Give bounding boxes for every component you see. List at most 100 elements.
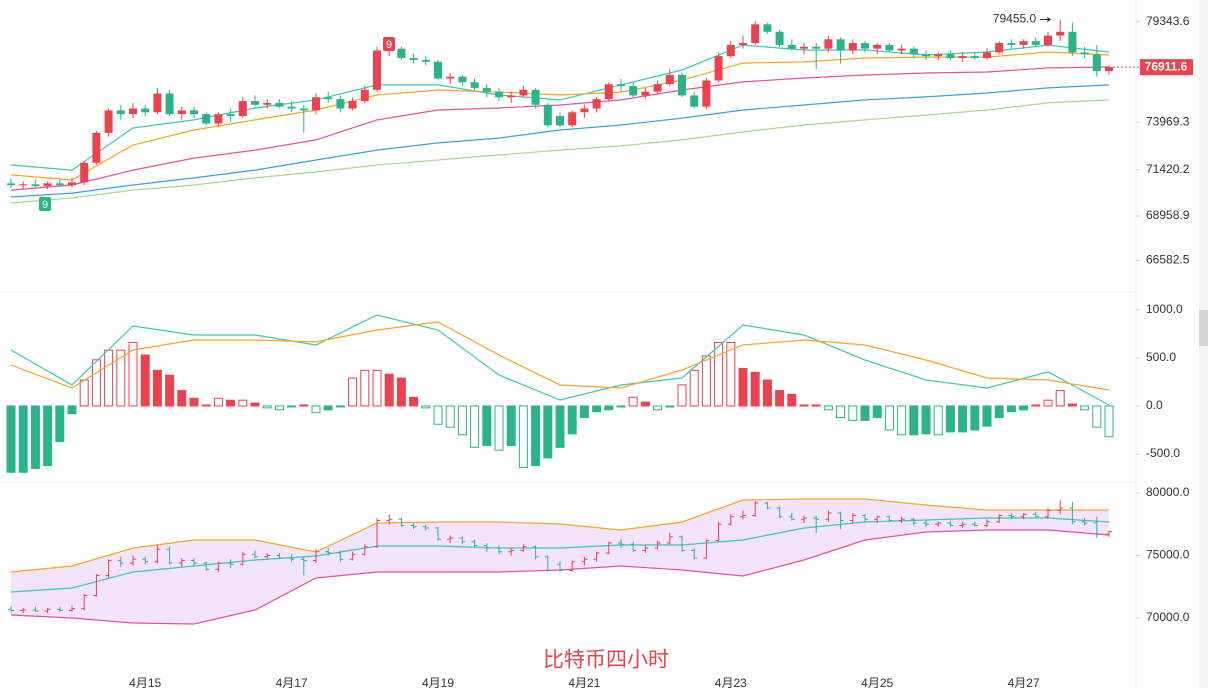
macd-bar [470,405,480,448]
x-tick-label: 4月23 [715,676,747,688]
candle-body [641,91,650,96]
indicator-line [10,498,1109,573]
candle-body [1007,43,1016,45]
candle-body [958,56,967,58]
y-tick-label: -500.0 [1146,446,1180,460]
candle-body [873,44,882,49]
macd-bar [762,379,772,407]
macd-bar [848,405,858,421]
macd-bar [1092,405,1102,428]
candle-body [238,101,247,116]
macd-bar [543,405,553,459]
candle-body [543,104,552,126]
candle-body [824,39,833,49]
indicator-line [10,517,1110,593]
y-tick-label: 71420.2 [1146,162,1190,176]
candle-body [7,183,15,186]
y-tick-label: 1000.0 [1146,302,1183,316]
candle-body [946,54,955,58]
macd-bar [616,405,626,408]
macd-bar [701,355,711,407]
macd-bar [884,405,894,431]
macd-bar [726,342,736,407]
x-tick-label: 4月21 [568,676,600,688]
macd-bar [55,405,65,443]
macd-bar [958,405,968,433]
x-tick-label: 4月27 [1008,676,1040,688]
candle-body [373,50,381,90]
macd-bar [165,374,175,407]
candle-body [751,24,760,44]
candle-body [104,110,113,133]
candle-body [116,110,125,115]
candle-body [617,84,625,87]
candle-body [861,43,869,49]
candle-body [202,114,211,124]
candle-body [275,102,284,107]
macd-bar [18,405,28,473]
macd-bar [787,393,797,407]
candle-body [592,99,601,109]
macd-bar [409,396,419,407]
candle-body [495,91,503,98]
macd-bar [604,405,614,411]
y-tick-label: 500.0 [1146,350,1176,364]
candle-body [885,44,894,51]
candle-body [519,89,528,96]
candle-body [434,61,442,79]
macd-bar [1031,404,1041,407]
candle-body [214,114,223,124]
macd-bar [592,405,602,413]
candle-body [470,82,479,88]
y-tick-label: 66582.5 [1146,253,1190,267]
candle-body [848,43,857,51]
candle-body [80,162,89,183]
candle-body [1056,31,1065,36]
macd-bar [518,405,528,469]
macd-bar [1104,405,1114,438]
candle-body [568,112,577,126]
macd-bar [348,377,358,407]
macd-bar [262,405,272,409]
candle-body [995,43,1004,53]
macd-bar [628,396,638,407]
last-price-label: 76911.6 [1145,59,1188,73]
chart-title: 比特币四小时 [543,649,669,672]
macd-bar [579,405,589,419]
candle-body [531,89,540,105]
macd-bar [750,371,760,407]
candle-body [348,101,357,109]
macd-bar [933,405,943,436]
y-tick-label: 79343.6 [1146,14,1190,28]
candle-body [1080,52,1089,55]
macd-bar [982,405,992,427]
candle-body [653,84,662,92]
indicator-line [10,84,1110,198]
annotation: 9 [386,39,392,51]
max-marker-arrow [1040,17,1052,22]
candle-body [922,54,930,57]
candle-body [141,108,150,113]
candle-body [324,97,333,100]
candle-body [251,101,259,105]
macd-bar [152,369,162,407]
macd-bar [1043,399,1053,407]
candle-body [43,183,52,187]
macd-bar [799,404,809,407]
candle-body [690,95,699,107]
candle-body [55,183,64,186]
scroll-handle[interactable] [1199,310,1208,346]
macd-bar [836,405,846,419]
macd-bar [811,404,821,407]
last-price-tag [1140,59,1193,76]
macd-bar [897,405,907,436]
max-marker-label: 79455.0 [993,12,1037,26]
macd-bar [140,354,150,407]
macd-bar [396,377,406,407]
macd-bar [421,405,431,409]
candle-body [800,46,808,49]
macd-bar [311,405,321,414]
macd-bar [177,390,187,407]
x-tick-label: 4月17 [276,676,308,688]
